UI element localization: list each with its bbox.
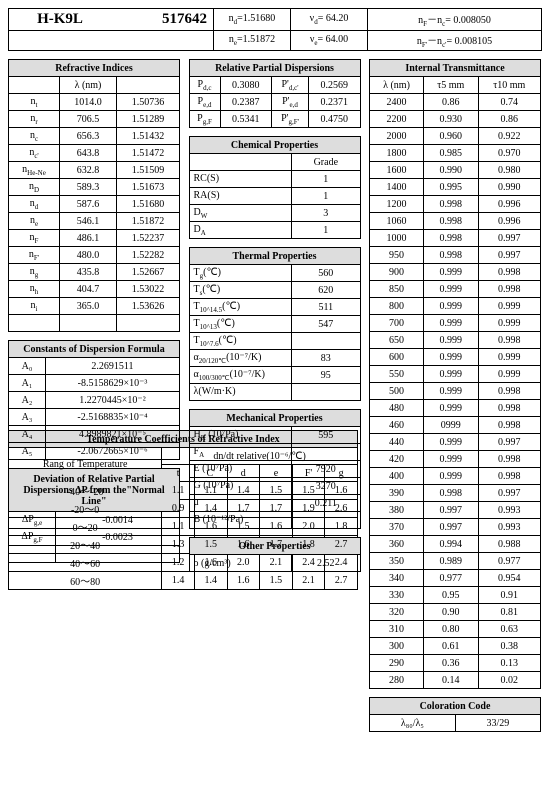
cp-row: RC(S)1 <box>189 171 360 188</box>
transmittance-table: Internal Transmittance λ (nm)τ5 mmτ10 mm… <box>369 59 541 689</box>
ri-row: nd587.61.51680 <box>9 196 180 213</box>
tp-row: α100/300℃(10⁻⁷/K)95 <box>189 367 360 384</box>
ri-row: nHe-Ne632.81.51509 <box>9 162 180 179</box>
it-row: 3900.9980.997 <box>370 485 541 502</box>
cd-row: A₀2.2691511 <box>9 358 180 375</box>
tp-title: Thermal Properties <box>189 248 360 265</box>
it-row: 3600.9940.988 <box>370 536 541 553</box>
it-h: τ10 mm <box>478 77 540 94</box>
it-row: 4200.9990.998 <box>370 451 541 468</box>
it-row: 20000.9600.922 <box>370 128 541 145</box>
cd-title: Constants of Dispersion Formula <box>9 341 180 358</box>
cd-row: A₂1.2270445×10⁻² <box>9 392 180 409</box>
it-row: 3800.9970.993 <box>370 502 541 519</box>
ri-row: nF486.11.52237 <box>9 230 180 247</box>
vd-cell: νd= 64.20 <box>291 9 368 31</box>
mp-title: Mechanical Properties <box>189 410 360 427</box>
it-row: 3100.800.63 <box>370 621 541 638</box>
cc-title: Coloration Code <box>370 698 541 715</box>
it-row: 8000.9990.999 <box>370 298 541 315</box>
cp-row: RA(S)1 <box>189 188 360 205</box>
ri-row: ni365.01.53626 <box>9 298 180 315</box>
tp-row: T10^14.5(℃)511 <box>189 299 360 316</box>
it-row: 6500.9990.998 <box>370 332 541 349</box>
cc-k: λ₈₀/λ₅ <box>370 715 456 732</box>
tp-row: Ts(℃)620 <box>189 282 360 299</box>
it-row: 22000.9300.86 <box>370 111 541 128</box>
tp-row: Tg(℃)560 <box>189 265 360 282</box>
it-row: 3300.950.91 <box>370 587 541 604</box>
it-row: 3200.900.81 <box>370 604 541 621</box>
rpd-row: Pd,c0.3080P'd,c'0.2569 <box>189 77 360 94</box>
it-row: 2900.360.13 <box>370 655 541 672</box>
it-row: 3700.9970.993 <box>370 519 541 536</box>
tp-row: T10^7.6(℃) <box>189 333 360 350</box>
it-row: 18000.9850.970 <box>370 145 541 162</box>
coloration-table: Coloration Code λ₈₀/λ₅33/29 <box>369 697 541 732</box>
rpd-table: Relative Partial Dispersions Pd,c0.3080P… <box>189 59 361 128</box>
chemical-table: Chemical Properties Grade RC(S)1RA(S)1DW… <box>189 136 361 239</box>
nd-cell: nd=1.51680 <box>214 9 291 31</box>
ne-cell: ne=1.51872 <box>214 31 291 51</box>
header-table: H-K9L 517642 nd=1.51680 νd= 64.20 nF－nc=… <box>8 8 542 51</box>
it-row: 3000.610.38 <box>370 638 541 655</box>
nfnc-cell: nF－nc= 0.008050 <box>368 9 542 31</box>
it-row: 6000.9990.999 <box>370 349 541 366</box>
refractive-indices-table: Refractive Indices λ (nm) nt1014.01.5073… <box>8 59 180 332</box>
tc-row: 60～801.41.41.61.52.12.7 <box>9 572 358 590</box>
cp-h: Grade <box>292 154 360 171</box>
it-row: 24000.860.74 <box>370 94 541 111</box>
it-row: 7000.9990.999 <box>370 315 541 332</box>
ri-row: nc'643.81.51472 <box>9 145 180 162</box>
ri-row: ne546.11.51872 <box>9 213 180 230</box>
ri-title: Refractive Indices <box>9 60 180 77</box>
ri-row: nh404.71.53022 <box>9 281 180 298</box>
it-row: 3500.9890.977 <box>370 553 541 570</box>
it-row: 14000.9950.990 <box>370 179 541 196</box>
tp-row: T10^13(℃)547 <box>189 316 360 333</box>
it-title: Internal Transmittance <box>370 60 541 77</box>
thermal-table: Thermal Properties Tg(℃)560Ts(℃)620T10^1… <box>189 247 361 401</box>
rpd-title: Relative Partial Dispersions <box>189 60 360 77</box>
it-row: 9500.9980.997 <box>370 247 541 264</box>
it-row: 4400.9990.997 <box>370 434 541 451</box>
ri-h1: λ (nm) <box>60 77 117 94</box>
ve-cell: νe= 64.00 <box>291 31 368 51</box>
cc-v: 33/29 <box>455 715 540 732</box>
nfnc2-cell: nF'－nc'= 0.008105 <box>368 31 542 51</box>
ri-row: nc656.31.51432 <box>9 128 180 145</box>
it-row: 3400.9770.954 <box>370 570 541 587</box>
ri-row: nt1014.01.50736 <box>9 94 180 111</box>
cd-row: A₅-2.0672665×10⁻⁶ <box>9 443 180 460</box>
it-row: 2800.140.02 <box>370 672 541 689</box>
it-row: 9000.9990.998 <box>370 264 541 281</box>
ri-row: ng435.81.52667 <box>9 264 180 281</box>
it-row: 10600.9980.996 <box>370 213 541 230</box>
tp-row: α20/120℃(10⁻⁷/K)83 <box>189 350 360 367</box>
ri-row: nF'480.01.52282 <box>9 247 180 264</box>
cp-title: Chemical Properties <box>189 137 360 154</box>
tp-row: λ(W/m·K) <box>189 384 360 401</box>
it-row: 4800.9990.998 <box>370 400 541 417</box>
ri-row: nD589.31.51673 <box>9 179 180 196</box>
it-row: 8500.9990.998 <box>370 281 541 298</box>
it-row: 10000.9980.997 <box>370 230 541 247</box>
it-row: 4000.9990.998 <box>370 468 541 485</box>
it-h: λ (nm) <box>370 77 424 94</box>
it-row: 5500.9990.999 <box>370 366 541 383</box>
rpd-row: Pe,d0.2387P'e,d0.2371 <box>189 94 360 111</box>
glass-code: 517642 <box>111 9 214 31</box>
cp-row: DW3 <box>189 205 360 222</box>
it-row: 5000.9990.998 <box>370 383 541 400</box>
glass-name: H-K9L <box>9 9 112 31</box>
it-row: 12000.9980.996 <box>370 196 541 213</box>
rpd-row: Pg,F0.5341P'g,F'0.4750 <box>189 111 360 128</box>
it-h: τ5 mm <box>424 77 478 94</box>
it-row: 46009990.998 <box>370 417 541 434</box>
cd-row: A₃-2.5168835×10⁻⁴ <box>9 409 180 426</box>
cp-row: DA1 <box>189 222 360 239</box>
cd-row: A₁-8.5158629×10⁻³ <box>9 375 180 392</box>
it-row: 16000.9900.980 <box>370 162 541 179</box>
ri-row: nr706.51.51289 <box>9 111 180 128</box>
